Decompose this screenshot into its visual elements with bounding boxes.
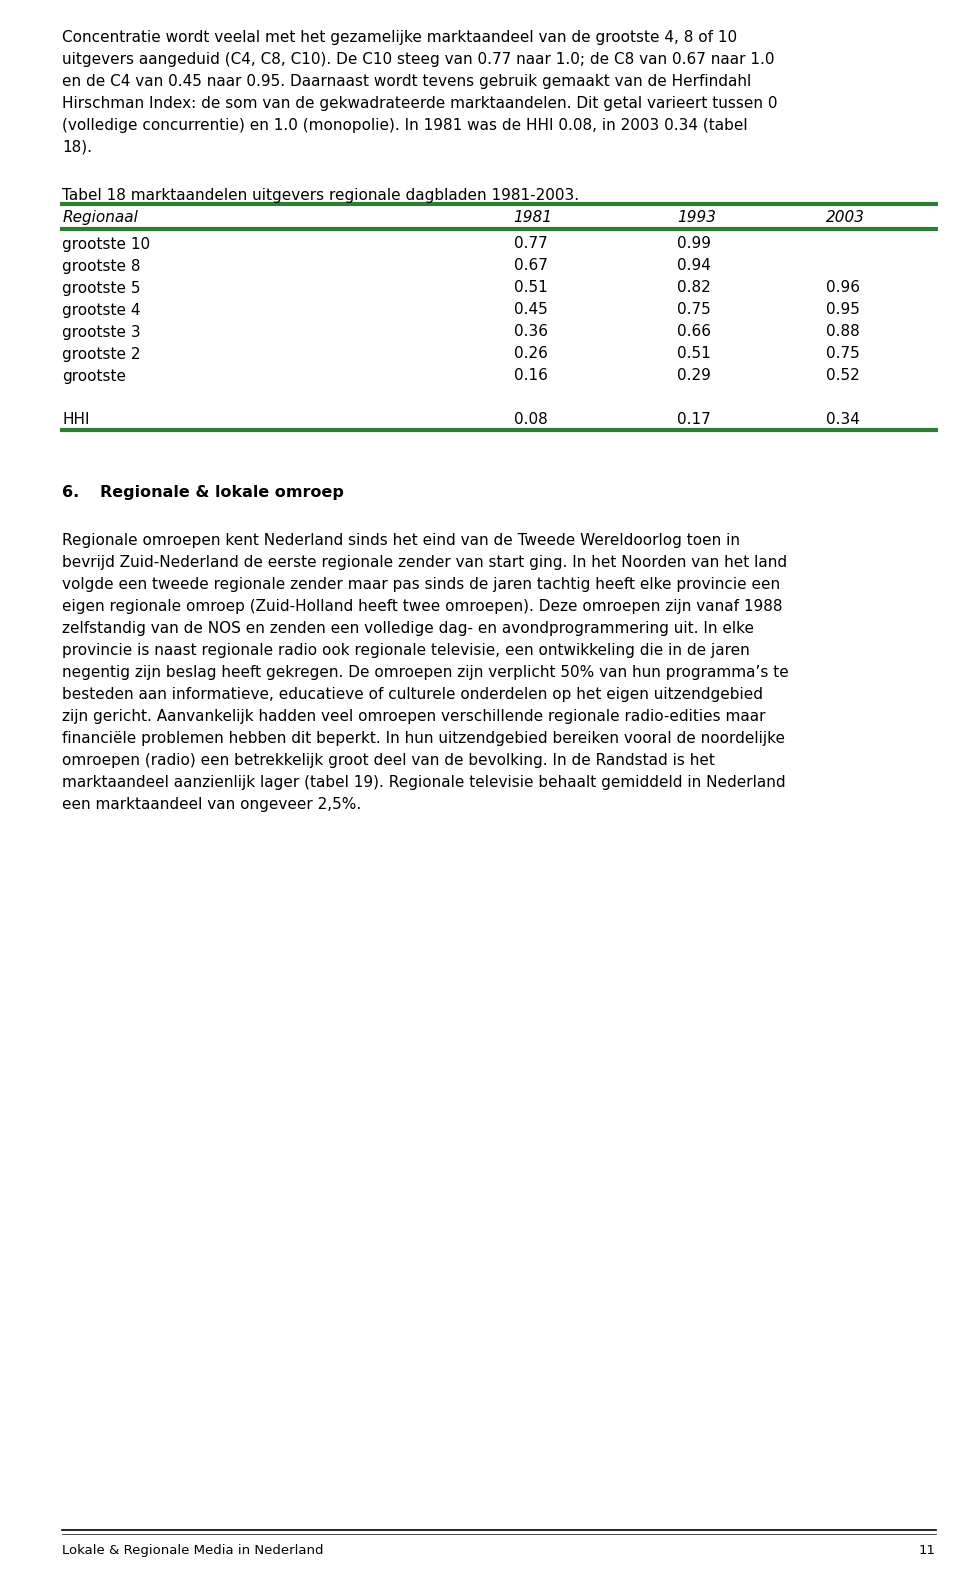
Text: 1993: 1993 [677, 209, 716, 225]
Text: 0.99: 0.99 [677, 236, 710, 252]
Text: 0.16: 0.16 [514, 368, 547, 384]
Text: financiële problemen hebben dit beperkt. In hun uitzendgebied bereiken vooral de: financiële problemen hebben dit beperkt.… [62, 731, 785, 747]
Text: grootste 10: grootste 10 [62, 236, 151, 252]
Text: 0.82: 0.82 [677, 280, 710, 296]
Text: negentig zijn beslag heeft gekregen. De omroepen zijn verplicht 50% van hun prog: negentig zijn beslag heeft gekregen. De … [62, 665, 789, 681]
Text: 0.51: 0.51 [677, 346, 710, 362]
Text: 0.29: 0.29 [677, 368, 710, 384]
Text: 18).: 18). [62, 140, 92, 156]
Text: 0.45: 0.45 [514, 302, 547, 318]
Text: Lokale & Regionale Media in Nederland: Lokale & Regionale Media in Nederland [62, 1544, 324, 1556]
Text: 0.77: 0.77 [514, 236, 547, 252]
Text: 1981: 1981 [514, 209, 553, 225]
Text: provincie is naast regionale radio ook regionale televisie, een ontwikkeling die: provincie is naast regionale radio ook r… [62, 643, 750, 659]
Text: volgde een tweede regionale zender maar pas sinds de jaren tachtig heeft elke pr: volgde een tweede regionale zender maar … [62, 577, 780, 593]
Text: HHI: HHI [62, 412, 90, 428]
Text: zijn gericht. Aanvankelijk hadden veel omroepen verschillende regionale radio-ed: zijn gericht. Aanvankelijk hadden veel o… [62, 709, 766, 725]
Text: 0.75: 0.75 [826, 346, 859, 362]
Text: uitgevers aangeduid (C4, C8, C10). De C10 steeg van 0.77 naar 1.0; de C8 van 0.6: uitgevers aangeduid (C4, C8, C10). De C1… [62, 52, 775, 68]
Text: 0.34: 0.34 [826, 412, 859, 428]
Text: 6.: 6. [62, 486, 80, 500]
Text: grootste 3: grootste 3 [62, 324, 141, 340]
Text: zelfstandig van de NOS en zenden een volledige dag- en avondprogrammering uit. I: zelfstandig van de NOS en zenden een vol… [62, 621, 755, 637]
Text: 0.66: 0.66 [677, 324, 710, 340]
Text: 0.08: 0.08 [514, 412, 547, 428]
Text: 2003: 2003 [826, 209, 865, 225]
Text: Regionale & lokale omroep: Regionale & lokale omroep [101, 486, 345, 500]
Text: 0.36: 0.36 [514, 324, 547, 340]
Text: 0.75: 0.75 [677, 302, 710, 318]
Text: 0.96: 0.96 [826, 280, 859, 296]
Text: 0.51: 0.51 [514, 280, 547, 296]
Text: Regionaal: Regionaal [62, 209, 138, 225]
Text: eigen regionale omroep (Zuid-Holland heeft twee omroepen). Deze omroepen zijn va: eigen regionale omroep (Zuid-Holland hee… [62, 599, 783, 615]
Text: 0.26: 0.26 [514, 346, 547, 362]
Text: grootste 8: grootste 8 [62, 258, 141, 274]
Text: 0.95: 0.95 [826, 302, 859, 318]
Text: 11: 11 [919, 1544, 936, 1556]
Text: Regionale omroepen kent Nederland sinds het eind van de Tweede Wereldoorlog toen: Regionale omroepen kent Nederland sinds … [62, 533, 740, 549]
Text: 0.88: 0.88 [826, 324, 859, 340]
Text: een marktaandeel van ongeveer 2,5%.: een marktaandeel van ongeveer 2,5%. [62, 797, 362, 813]
Text: grootste: grootste [62, 368, 127, 384]
Text: marktaandeel aanzienlijk lager (tabel 19). Regionale televisie behaalt gemiddeld: marktaandeel aanzienlijk lager (tabel 19… [62, 775, 786, 791]
Text: grootste 4: grootste 4 [62, 302, 141, 318]
Text: Concentratie wordt veelal met het gezamelijke marktaandeel van de grootste 4, 8 : Concentratie wordt veelal met het gezame… [62, 30, 737, 46]
Text: 0.67: 0.67 [514, 258, 547, 274]
Text: 0.52: 0.52 [826, 368, 859, 384]
Text: omroepen (radio) een betrekkelijk groot deel van de bevolking. In de Randstad is: omroepen (radio) een betrekkelijk groot … [62, 753, 715, 769]
Text: Hirschman Index: de som van de gekwadrateerde marktaandelen. Dit getal varieert : Hirschman Index: de som van de gekwadrat… [62, 96, 778, 112]
Text: besteden aan informatieve, educatieve of culturele onderdelen op het eigen uitze: besteden aan informatieve, educatieve of… [62, 687, 763, 703]
Text: grootste 2: grootste 2 [62, 346, 141, 362]
Text: grootste 5: grootste 5 [62, 280, 141, 296]
Text: en de C4 van 0.45 naar 0.95. Daarnaast wordt tevens gebruik gemaakt van de Herfi: en de C4 van 0.45 naar 0.95. Daarnaast w… [62, 74, 752, 90]
Text: (volledige concurrentie) en 1.0 (monopolie). In 1981 was de HHI 0.08, in 2003 0.: (volledige concurrentie) en 1.0 (monopol… [62, 118, 748, 134]
Text: bevrijd Zuid-Nederland de eerste regionale zender van start ging. In het Noorden: bevrijd Zuid-Nederland de eerste regiona… [62, 555, 787, 571]
Text: Tabel 18 marktaandelen uitgevers regionale dagbladen 1981-2003.: Tabel 18 marktaandelen uitgevers regiona… [62, 189, 580, 203]
Text: 0.17: 0.17 [677, 412, 710, 428]
Text: 0.94: 0.94 [677, 258, 710, 274]
